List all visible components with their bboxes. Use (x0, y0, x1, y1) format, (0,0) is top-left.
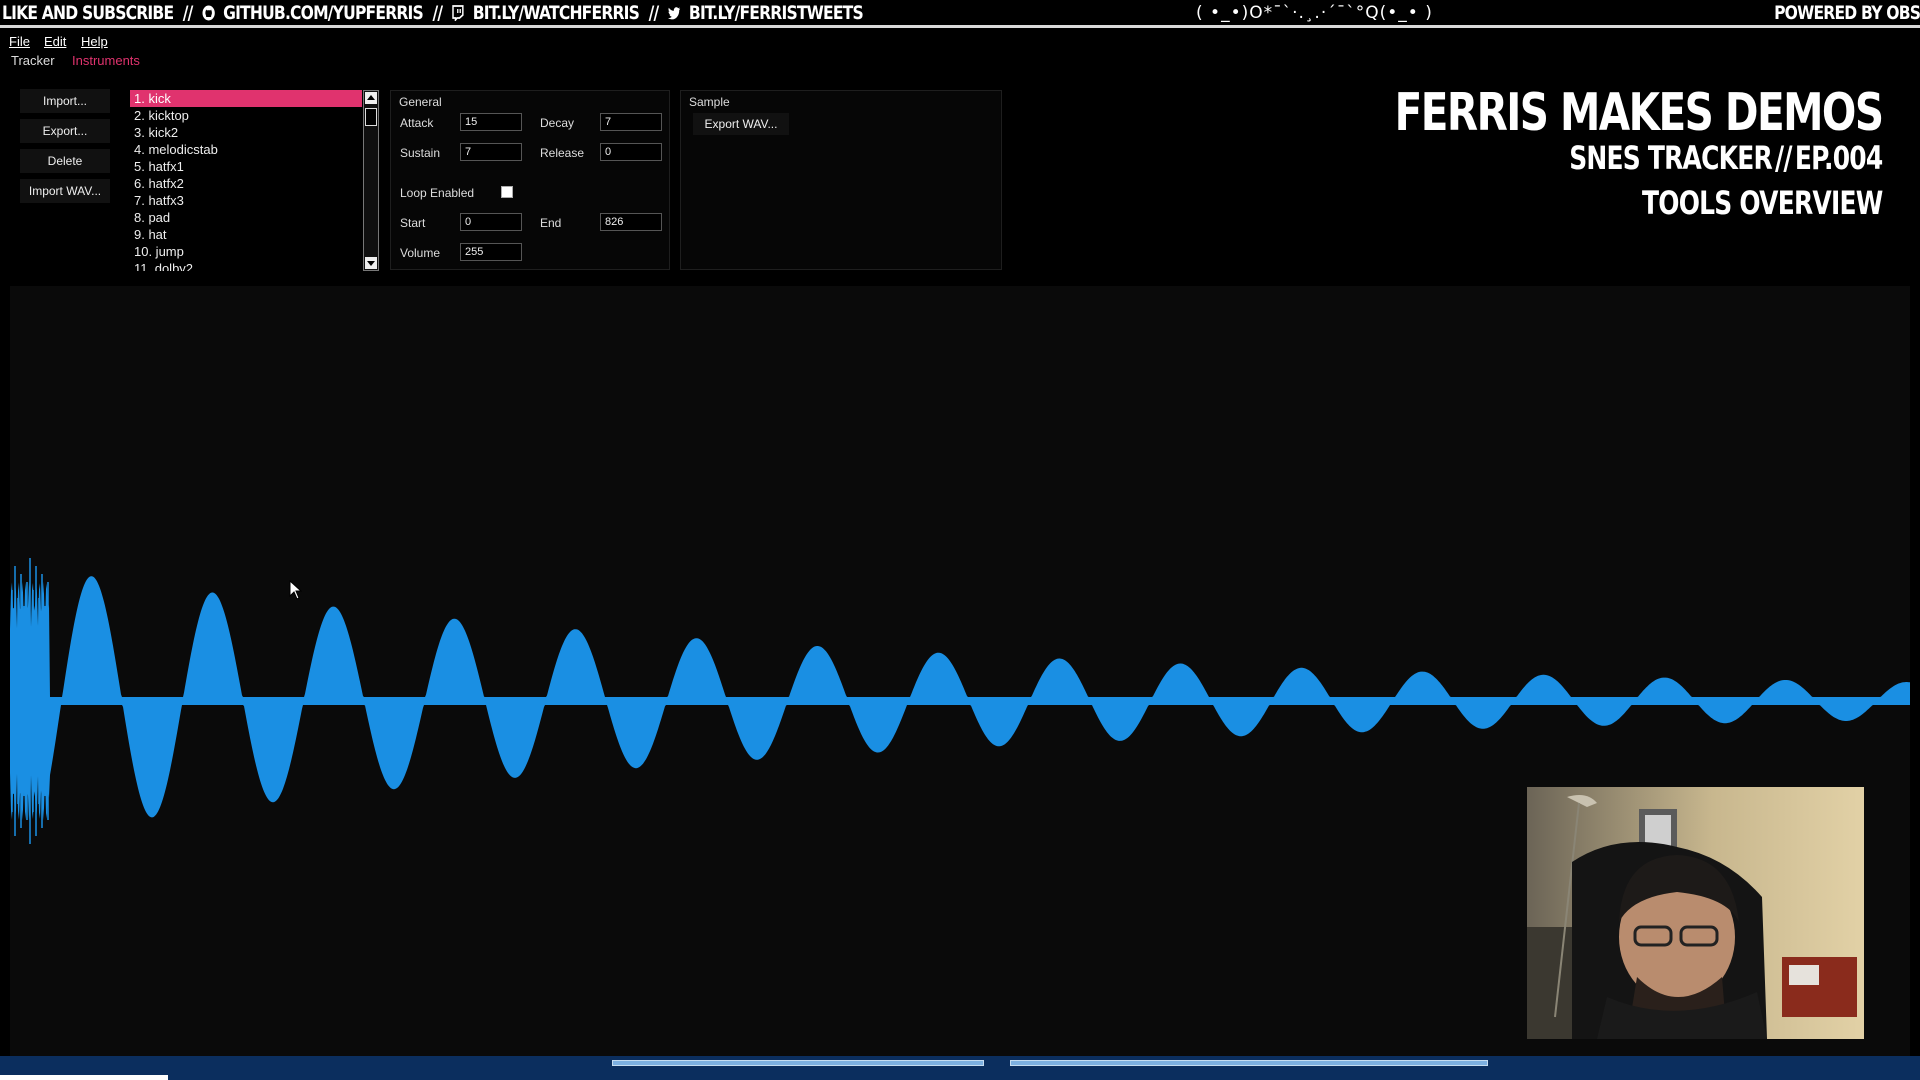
webcam-feed (1527, 787, 1864, 1039)
scroll-down-button[interactable] (365, 257, 377, 269)
decay-input[interactable]: 7 (600, 113, 662, 131)
instrument-list-item[interactable]: 8. pad (134, 210, 171, 225)
overlay-twitter-link: BIT.LY/FERRISTWEETS (688, 2, 864, 24)
instrument-list-item[interactable]: 7. hatfx3 (134, 193, 184, 208)
end-input[interactable]: 826 (600, 213, 662, 231)
menu-help[interactable]: Help (81, 34, 108, 49)
instrument-list-item[interactable]: 5. hatfx1 (134, 159, 184, 174)
title-separator: // (1774, 139, 1792, 177)
scroll-thumb[interactable] (365, 108, 377, 126)
sustain-label: Sustain (400, 146, 441, 160)
instrument-list-item[interactable]: 3. kick2 (134, 125, 179, 140)
instrument-list-item[interactable]: 4. melodicstab (134, 142, 218, 157)
scroll-up-button[interactable] (365, 92, 377, 104)
instrument-list-item[interactable]: 2. kicktop (134, 108, 189, 123)
instrument-list-item[interactable]: 1. kick (130, 90, 362, 107)
release-label: Release (540, 146, 585, 160)
instrument-list-item[interactable]: 6. hatfx2 (134, 176, 184, 191)
decay-label: Decay (540, 116, 575, 130)
menu-edit[interactable]: Edit (44, 34, 67, 49)
import-button[interactable]: Import... (20, 89, 110, 113)
taskbar-item[interactable] (1010, 1060, 1488, 1066)
overlay-github-link: GITHUB.COM/YUPFERRIS (223, 2, 424, 24)
end-label: End (540, 216, 562, 230)
export-button[interactable]: Export... (20, 119, 110, 143)
export-wav-button[interactable]: Export WAV... (693, 113, 789, 135)
arrow-down-icon (367, 261, 375, 266)
tab-instruments[interactable]: Instruments (72, 53, 140, 68)
stream-overlay-bar: LIKE AND SUBSCRIBE // GITHUB.COM/YUPFERR… (0, 0, 1920, 28)
overlay-social-links: LIKE AND SUBSCRIBE // GITHUB.COM/YUPFERR… (2, 2, 864, 26)
tab-bar: Tracker Instruments (0, 53, 300, 73)
start-label: Start (400, 216, 426, 230)
overlay-separator: // (182, 2, 194, 24)
menu-bar: File Edit Help (0, 31, 600, 51)
loop-enabled-label: Loop Enabled (400, 186, 475, 200)
github-icon (202, 4, 215, 26)
loop-enabled-checkbox[interactable] (501, 186, 513, 198)
import-wav-button[interactable]: Import WAV... (20, 179, 110, 203)
taskbar-item[interactable] (612, 1060, 984, 1066)
start-input[interactable]: 0 (460, 213, 522, 231)
attack-input[interactable]: 15 (460, 113, 522, 131)
instrument-list-scrollbar[interactable] (363, 90, 379, 271)
general-panel: General Attack 15 Decay 7 Sustain 7 Rele… (390, 90, 670, 270)
volume-input[interactable]: 255 (460, 243, 522, 261)
episode-number: EP.004 (1794, 139, 1882, 177)
series-name: SNES TRACKER (1568, 139, 1772, 177)
overlay-separator: // (648, 2, 660, 24)
episode-topic: TOOLS OVERVIEW (1641, 184, 1883, 222)
episode-subtitle: SNES TRACKER//EP.004 (1394, 139, 1883, 177)
attack-label: Attack (400, 116, 434, 130)
overlay-like-subscribe: LIKE AND SUBSCRIBE (2, 2, 174, 24)
episode-title-overlay: FERRIS MAKES DEMOS SNES TRACKER//EP.004 … (1257, 83, 1883, 222)
taskbar-highlight (0, 1075, 168, 1080)
overlay-separator: // (432, 2, 443, 24)
sustain-input[interactable]: 7 (460, 143, 522, 161)
tab-tracker[interactable]: Tracker (11, 53, 55, 68)
general-panel-title: General (399, 95, 442, 109)
arrow-up-icon (367, 95, 375, 100)
overlay-ascii-art: ( •_•)O*¯`·.¸.·´¯`°Q(•_• ) (1196, 3, 1433, 23)
delete-button[interactable]: Delete (20, 149, 110, 173)
overlay-powered-by: POWERED BY OBS (1773, 2, 1920, 24)
twitter-icon (668, 4, 681, 26)
mouse-cursor-icon (289, 579, 303, 605)
instrument-list-item[interactable]: 9. hat (134, 227, 167, 242)
waveform-shape (10, 576, 1910, 821)
show-title: FERRIS MAKES DEMOS (1394, 83, 1883, 143)
instrument-list-item[interactable]: 10. jump (134, 244, 184, 259)
release-input[interactable]: 0 (600, 143, 662, 161)
sample-panel: Sample Export WAV... (680, 90, 1002, 270)
menu-file[interactable]: File (9, 34, 30, 49)
bottom-taskbar (0, 1056, 1920, 1080)
instrument-list-item[interactable]: 11. dolby2 (134, 261, 194, 271)
twitch-icon (452, 4, 465, 26)
sample-panel-title: Sample (689, 95, 730, 109)
volume-label: Volume (400, 246, 441, 260)
waveform-svg (10, 558, 1910, 844)
tracker-app: File Edit Help Tracker Instruments Impor… (0, 31, 1920, 1056)
instrument-list[interactable]: 1. kick 2. kicktop 3. kick2 4. melodicstab 5… (130, 90, 380, 271)
overlay-twitch-link: BIT.LY/WATCHFERRIS (472, 2, 640, 24)
